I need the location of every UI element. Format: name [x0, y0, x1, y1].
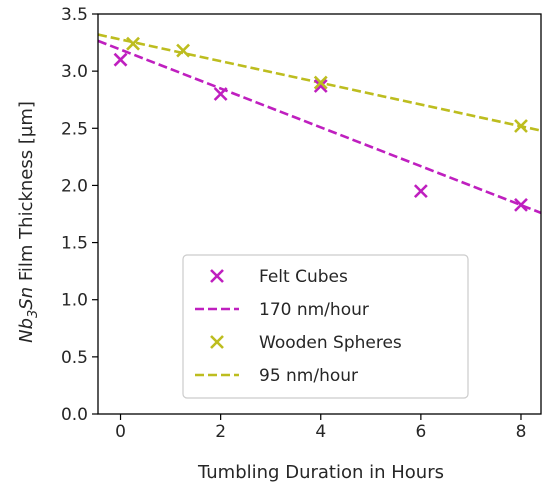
marker-stroke	[210, 335, 224, 349]
data-point	[113, 52, 128, 67]
legend-entry-label: Felt Cubes	[259, 267, 348, 287]
data-marks	[98, 33, 541, 215]
y-tick-label: 2.5	[61, 119, 88, 139]
legend-box	[182, 254, 469, 399]
legend-marker	[210, 269, 224, 283]
y-axis-label: Nb3Sn Film Thickness [µm]	[16, 101, 41, 343]
legend-marker	[210, 335, 224, 349]
plot-frame	[97, 13, 542, 415]
marker-stroke	[514, 119, 528, 133]
marker-stroke	[176, 43, 191, 58]
marker-stroke	[213, 87, 228, 101]
data-point	[514, 197, 528, 212]
y-tick-label: 3.5	[61, 5, 88, 25]
x-tick-label: 6	[415, 422, 426, 442]
data-point	[514, 119, 528, 133]
y-axis-label-rest: Film Thickness [µm]	[16, 101, 37, 287]
ticks: 0 2 4 6 8 0.0 0.5 1.0 1.5 2.0 2.5 3.0 3.5	[61, 5, 526, 442]
marker-stroke	[514, 197, 528, 212]
marker-stroke	[413, 184, 428, 199]
x-tick-label: 0	[115, 422, 126, 442]
data-point	[313, 79, 328, 93]
legend-entry-label: Wooden Spheres	[259, 333, 402, 353]
y-tick-label: 2.0	[61, 176, 88, 196]
y-axis-label-subscript: 3	[26, 310, 41, 318]
fit-line	[98, 39, 541, 215]
marker-stroke	[210, 269, 224, 283]
data-point	[313, 75, 328, 90]
data-point	[176, 43, 191, 58]
x-tick-label: 2	[215, 422, 226, 442]
marker-stroke	[313, 79, 328, 93]
data-point	[126, 36, 140, 51]
y-tick-label: 0.5	[61, 348, 88, 368]
y-tick-label: 0.0	[61, 405, 88, 425]
legend-entry-label: 95 nm/hour	[259, 366, 358, 386]
x-tick-label: 4	[315, 422, 326, 442]
y-tick-label: 1.5	[61, 234, 88, 254]
x-axis-label: Tumbling Duration in Hours	[197, 462, 444, 483]
y-axis-label-mid: Sn	[16, 287, 37, 310]
legend: Felt Cubes 170 nm/hour Wooden Spheres 95 nm…	[182, 254, 469, 399]
legend-entry-label: 170 nm/hour	[259, 300, 369, 320]
marker-stroke	[313, 75, 328, 90]
marker-stroke	[113, 52, 128, 67]
marker-stroke	[126, 36, 140, 51]
x-tick-label: 8	[516, 422, 527, 442]
y-tick-label: 1.0	[61, 291, 88, 311]
y-axis-label-base: Nb	[16, 318, 37, 343]
data-point	[413, 184, 428, 199]
y-tick-label: 3.0	[61, 62, 88, 82]
data-point	[213, 87, 228, 101]
